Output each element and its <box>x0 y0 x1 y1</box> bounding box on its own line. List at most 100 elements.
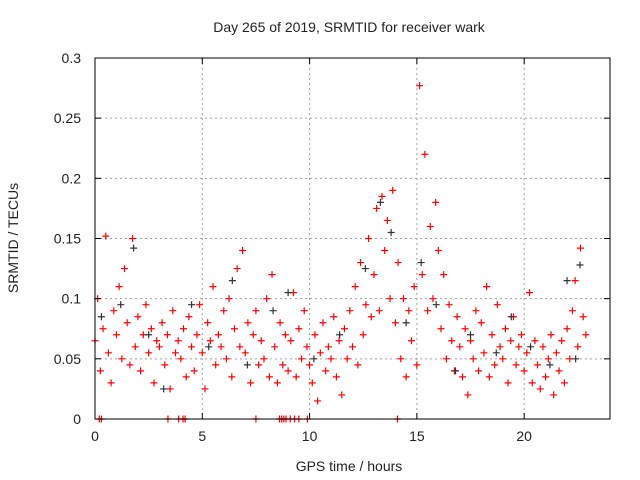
data-point-black <box>284 289 292 297</box>
data-point-red <box>354 361 362 369</box>
data-point-red <box>292 373 300 381</box>
x-tick-label: 5 <box>198 428 206 444</box>
data-point-black <box>376 198 384 206</box>
data-point-red <box>550 391 558 399</box>
data-point-black <box>130 244 138 252</box>
data-point-black <box>145 331 153 339</box>
data-point-red <box>279 361 287 369</box>
data-point-black <box>269 307 277 315</box>
data-point-red <box>383 216 391 224</box>
data-point-red <box>335 337 343 345</box>
data-point-red <box>571 277 579 285</box>
data-point-red <box>432 198 440 206</box>
data-point-red <box>134 313 142 321</box>
data-point-red <box>346 307 354 315</box>
y-axis-label: SRMTID / TECUs <box>5 183 21 293</box>
data-point-red <box>300 307 308 315</box>
y-tick-label: 0 <box>73 411 81 427</box>
data-point-red <box>163 331 171 339</box>
data-point-red <box>145 349 153 357</box>
data-point-red <box>424 307 432 315</box>
data-point-red <box>303 343 311 351</box>
data-point-red <box>306 361 314 369</box>
data-point-red <box>263 295 271 303</box>
data-point-red <box>357 259 365 267</box>
plot-frame <box>94 57 611 420</box>
data-point-red <box>373 204 381 212</box>
data-point-black <box>188 301 196 309</box>
data-point-red <box>155 343 163 351</box>
data-point-red <box>228 373 236 381</box>
data-point-black <box>243 361 251 369</box>
data-point-black <box>507 313 515 321</box>
data-point-red <box>230 325 238 333</box>
data-point-black <box>467 331 475 339</box>
data-point-red <box>483 283 491 291</box>
data-point-red <box>153 337 161 345</box>
data-point-red <box>493 301 501 309</box>
data-point-red <box>560 379 568 387</box>
data-point-red <box>461 325 469 333</box>
x-tick-label: 10 <box>302 428 318 444</box>
data-point-red <box>123 319 131 327</box>
data-point-red <box>552 349 560 357</box>
data-point-red <box>255 361 263 369</box>
data-point-red <box>485 373 493 381</box>
data-point-black <box>205 343 213 351</box>
data-point-red <box>365 235 373 242</box>
data-point-red <box>362 301 370 309</box>
data-point-red <box>268 271 276 279</box>
data-point-red <box>107 379 115 387</box>
data-point-black <box>546 361 554 369</box>
data-point-black <box>228 277 236 285</box>
data-point-red <box>169 307 177 315</box>
data-point-red <box>196 301 204 309</box>
data-point-black <box>576 261 584 269</box>
data-point-red <box>295 325 303 333</box>
data-point-red <box>206 337 214 345</box>
data-point-red <box>247 379 255 387</box>
data-point-black <box>563 277 571 285</box>
data-point-red <box>410 283 418 291</box>
data-point-red <box>319 319 327 327</box>
data-point-red <box>110 307 118 315</box>
grid <box>95 58 610 419</box>
data-point-red <box>349 343 356 351</box>
data-point-red <box>171 349 179 357</box>
data-point-red <box>287 337 295 345</box>
x-axis-label: GPS time / hours <box>296 458 403 474</box>
data-point-black <box>572 355 580 363</box>
y-tick-label: 0.2 <box>62 170 82 186</box>
data-point-red <box>265 373 273 381</box>
data-point-red <box>442 355 450 363</box>
data-point-red <box>389 186 397 194</box>
data-point-red <box>239 247 247 255</box>
data-point-red <box>378 192 386 200</box>
data-point-red <box>193 331 201 339</box>
data-point-red <box>391 319 399 327</box>
data-point-red <box>515 343 523 351</box>
data-point-red <box>504 379 512 387</box>
data-point-red <box>222 355 230 363</box>
data-point-red <box>129 235 137 242</box>
data-point-red <box>311 331 319 339</box>
data-point-red <box>201 385 209 393</box>
data-point-red <box>397 355 405 363</box>
data-point-red <box>102 232 110 240</box>
data-point-red <box>284 367 292 375</box>
data-point-red <box>475 367 483 375</box>
data-point-red <box>453 313 461 321</box>
data-point-red <box>491 361 499 369</box>
data-point-red <box>520 367 528 375</box>
data-point-red <box>241 349 249 357</box>
data-point-red <box>233 265 241 273</box>
data-point-red <box>576 244 584 252</box>
data-point-black <box>361 265 369 273</box>
data-point-red <box>340 325 348 333</box>
data-point-black <box>417 259 425 267</box>
data-point-red <box>480 349 488 357</box>
data-point-red <box>555 367 563 375</box>
data-point-red <box>271 343 279 351</box>
data-point-red <box>177 355 185 363</box>
data-point-red <box>188 343 196 351</box>
